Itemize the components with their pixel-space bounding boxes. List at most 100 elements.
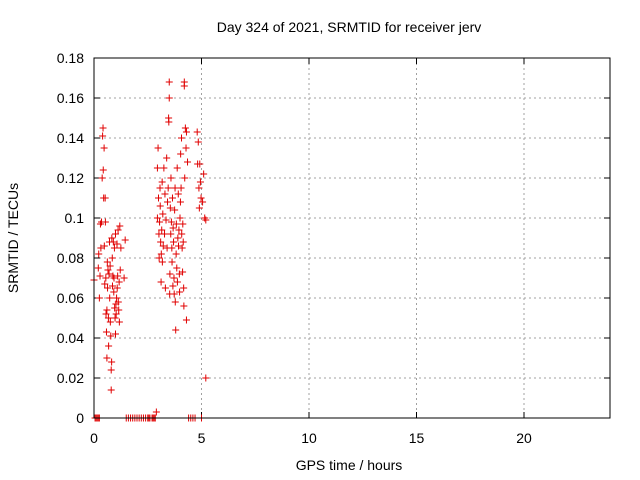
x-axis-label: GPS time / hours bbox=[296, 457, 403, 473]
data-point bbox=[113, 284, 121, 292]
data-point bbox=[106, 294, 114, 302]
data-point bbox=[178, 230, 186, 238]
data-point bbox=[195, 184, 203, 192]
data-point bbox=[108, 282, 116, 290]
data-point bbox=[179, 238, 187, 246]
data-point bbox=[162, 216, 170, 224]
data-point bbox=[121, 236, 129, 244]
data-point bbox=[170, 274, 178, 282]
data-point bbox=[108, 358, 116, 366]
x-tick-label: 15 bbox=[409, 430, 425, 446]
y-tick-label: 0.1 bbox=[65, 210, 85, 226]
y-tick-label: 0.02 bbox=[57, 370, 84, 386]
data-point bbox=[181, 124, 189, 132]
data-point bbox=[170, 290, 178, 298]
y-tick-label: 0.12 bbox=[57, 170, 84, 186]
data-point bbox=[176, 214, 184, 222]
data-point bbox=[100, 242, 108, 250]
data-point bbox=[180, 82, 188, 90]
data-point bbox=[114, 298, 122, 306]
data-point bbox=[102, 310, 110, 318]
y-tick-label: 0.14 bbox=[57, 130, 84, 146]
data-point bbox=[164, 184, 172, 192]
data-point bbox=[153, 214, 161, 222]
data-point bbox=[196, 160, 204, 168]
data-point bbox=[196, 178, 204, 186]
data-point bbox=[108, 234, 116, 242]
data-point bbox=[158, 258, 166, 266]
data-point bbox=[165, 78, 173, 86]
data-point bbox=[158, 178, 166, 186]
data-point bbox=[152, 408, 160, 416]
data-point bbox=[171, 184, 179, 192]
data-point bbox=[160, 164, 168, 172]
data-point bbox=[178, 244, 186, 252]
data-point bbox=[102, 328, 110, 336]
data-point bbox=[106, 262, 114, 270]
data-point bbox=[156, 184, 164, 192]
data-point bbox=[110, 274, 118, 282]
data-point bbox=[104, 314, 112, 322]
data-point bbox=[161, 230, 169, 238]
data-point bbox=[113, 240, 121, 248]
data-point bbox=[116, 266, 124, 274]
grid-layer bbox=[94, 58, 610, 418]
data-point bbox=[104, 266, 112, 274]
data-point bbox=[103, 306, 111, 314]
data-point bbox=[110, 244, 118, 252]
data-point bbox=[101, 194, 109, 202]
data-point bbox=[114, 226, 122, 234]
data-point bbox=[107, 386, 115, 394]
y-tick-label: 0.18 bbox=[57, 50, 84, 66]
tick-label-layer: 0 0.02 0.04 0.06 0.08 0.1 0.12 0.14 0.16 0.18 0 5 10… bbox=[57, 50, 532, 446]
data-point bbox=[173, 278, 181, 286]
data-point bbox=[167, 218, 175, 226]
data-point bbox=[102, 274, 110, 282]
chart-title: Day 324 of 2021, SRMTID for receiver jer… bbox=[217, 19, 482, 35]
data-point bbox=[111, 314, 119, 322]
data-point bbox=[166, 270, 174, 278]
data-point bbox=[95, 250, 103, 258]
data-point bbox=[202, 216, 210, 224]
data-point bbox=[161, 284, 169, 292]
data-point bbox=[172, 326, 180, 334]
data-point bbox=[168, 258, 176, 266]
data-point bbox=[182, 128, 190, 136]
data-point bbox=[176, 288, 184, 296]
data-point bbox=[117, 244, 125, 252]
data-point bbox=[164, 198, 172, 206]
data-point bbox=[172, 220, 180, 228]
y-axis-label: SRMTID / TECUs bbox=[5, 183, 21, 293]
y-tick-label: 0.04 bbox=[57, 330, 84, 346]
data-point bbox=[175, 226, 183, 234]
data-point bbox=[101, 218, 109, 226]
data-point bbox=[158, 226, 166, 234]
data-point bbox=[99, 166, 107, 174]
x-tick-label: 10 bbox=[301, 430, 317, 446]
y-tick-label: 0.08 bbox=[57, 250, 84, 266]
data-point bbox=[173, 164, 181, 172]
data-point bbox=[107, 366, 115, 374]
x-tick-label: 0 bbox=[90, 430, 98, 446]
data-point bbox=[200, 170, 208, 178]
data-point bbox=[193, 128, 201, 136]
data-point bbox=[96, 272, 104, 280]
data-point bbox=[181, 174, 189, 182]
data-point bbox=[163, 154, 171, 162]
data-point bbox=[177, 184, 185, 192]
data-point bbox=[179, 220, 187, 228]
data-point bbox=[167, 174, 175, 182]
data-point bbox=[174, 242, 182, 250]
y-tick-label: 0 bbox=[76, 410, 84, 426]
data-point bbox=[179, 268, 187, 276]
data-point bbox=[171, 206, 179, 214]
data-point bbox=[159, 210, 167, 218]
data-point bbox=[194, 138, 202, 146]
data-point bbox=[166, 204, 174, 212]
tick-layer bbox=[93, 57, 610, 419]
data-point bbox=[104, 284, 112, 292]
data-point bbox=[100, 144, 108, 152]
data-point bbox=[159, 242, 167, 250]
data-point bbox=[172, 250, 180, 258]
